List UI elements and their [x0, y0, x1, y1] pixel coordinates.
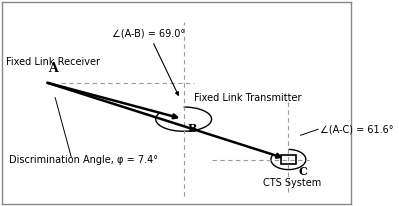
Text: A: A	[48, 62, 57, 75]
Text: CTS System: CTS System	[263, 178, 321, 188]
Text: C: C	[299, 166, 308, 177]
Text: ∠(A-C) = 61.6°: ∠(A-C) = 61.6°	[320, 124, 393, 134]
Text: Fixed Link Receiver: Fixed Link Receiver	[6, 57, 100, 67]
Text: ∠(A-B) = 69.0°: ∠(A-B) = 69.0°	[112, 28, 185, 95]
Text: Discrimination Angle, φ = 7.4°: Discrimination Angle, φ = 7.4°	[9, 154, 158, 165]
Text: Fixed Link Transmitter: Fixed Link Transmitter	[194, 93, 302, 103]
Text: B: B	[188, 123, 197, 134]
